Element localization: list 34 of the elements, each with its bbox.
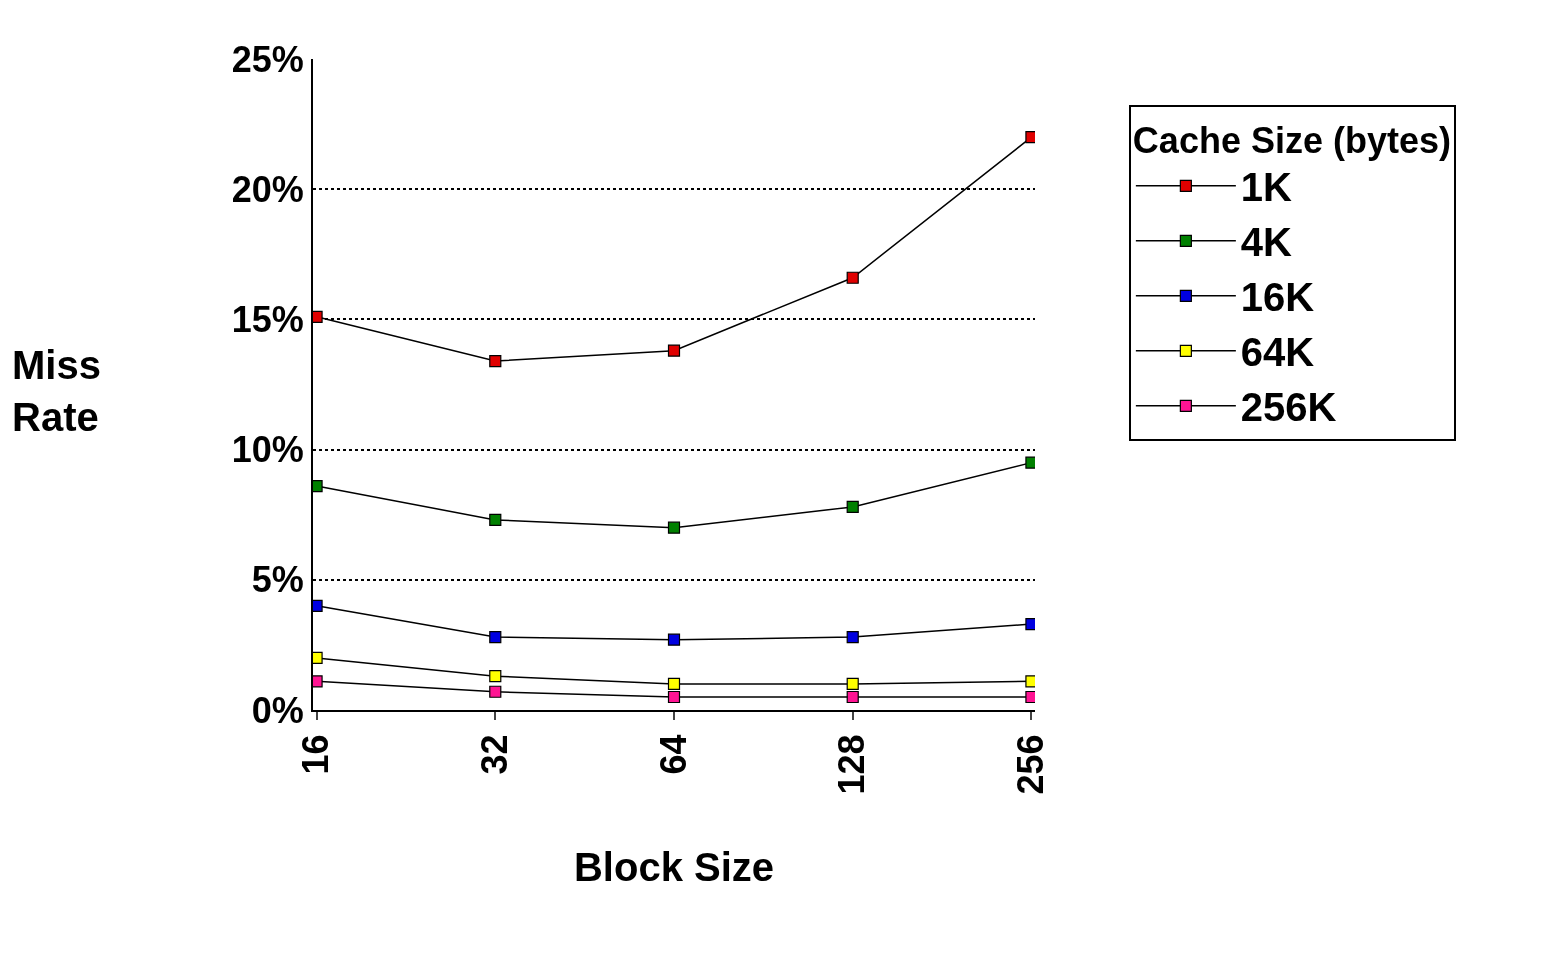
point	[489, 354, 502, 368]
y-tick-label: 10%	[231, 429, 304, 471]
x-tick-label: 128	[831, 734, 873, 795]
point	[489, 630, 502, 644]
legend-label: 1K	[1240, 165, 1293, 210]
point	[667, 344, 681, 357]
point	[846, 271, 859, 284]
x-tick-label: 256	[1010, 734, 1052, 795]
legend-label: 4K	[1240, 220, 1293, 265]
point	[846, 690, 859, 704]
legend-title: Cache Size (bytes)	[1132, 120, 1451, 162]
y-tick-label: 20%	[231, 168, 304, 210]
point	[667, 690, 681, 704]
x-tick-label: 16	[295, 734, 337, 775]
point	[667, 633, 681, 646]
x-axis-title: Block Size	[573, 845, 775, 890]
legend-label: 16K	[1240, 275, 1315, 320]
x-tick-label: 64	[652, 734, 694, 775]
point	[667, 521, 681, 534]
x-tick-label: 32	[473, 734, 515, 775]
y-axis-title: Miss Rate	[12, 343, 101, 439]
y-tick-label: 0%	[251, 689, 304, 731]
point	[489, 685, 502, 698]
y-tick-label: 25%	[231, 38, 304, 80]
y-tick-label: 15%	[231, 299, 304, 340]
point	[489, 513, 502, 527]
point	[846, 677, 859, 691]
legend-label: 256K	[1240, 385, 1337, 430]
point	[846, 630, 859, 644]
y-tick-label: 5%	[251, 559, 304, 601]
point	[846, 500, 859, 513]
point	[489, 670, 502, 683]
legend-label: 64K	[1240, 330, 1315, 375]
point	[667, 677, 681, 691]
